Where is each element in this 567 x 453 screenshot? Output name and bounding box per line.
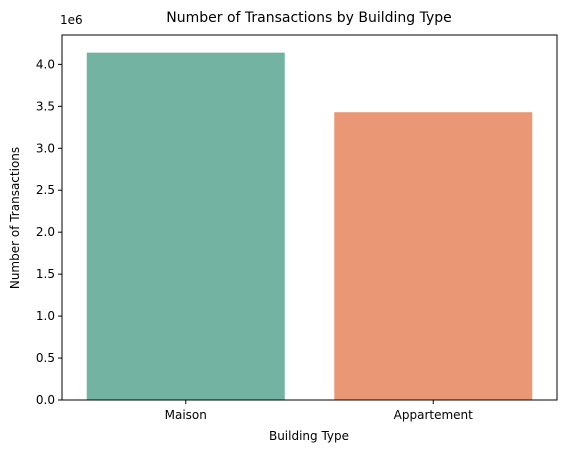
y-tick-label: 2.0: [36, 225, 55, 239]
y-axis-title: Number of Transactions: [8, 147, 22, 289]
y-tick-label: 3.5: [36, 99, 55, 113]
x-axis-title: Building Type: [269, 429, 349, 443]
x-tick-label: Maison: [165, 408, 207, 422]
bars: [86, 52, 533, 400]
y-tick-label: 0.5: [36, 351, 55, 365]
y-tick-label: 4.0: [36, 57, 55, 71]
y-axis-ticks: 0.0 0.5 1.0 1.5 2.0 2.5 3.0 3.5 4.0: [36, 57, 62, 407]
bar-maison: [86, 52, 285, 400]
x-axis-ticks: Maison Appartement: [165, 400, 473, 422]
chart-title: Number of Transactions by Building Type: [166, 10, 452, 26]
y-tick-label: 3.0: [36, 141, 55, 155]
bar-appartement: [334, 112, 533, 400]
y-tick-label: 2.5: [36, 183, 55, 197]
x-tick-label: Appartement: [394, 408, 473, 422]
y-tick-label: 1.5: [36, 267, 55, 281]
y-offset-label: 1e6: [60, 13, 83, 27]
y-tick-label: 0.0: [36, 393, 55, 407]
y-tick-label: 1.0: [36, 309, 55, 323]
axes-frame: [61, 34, 558, 401]
